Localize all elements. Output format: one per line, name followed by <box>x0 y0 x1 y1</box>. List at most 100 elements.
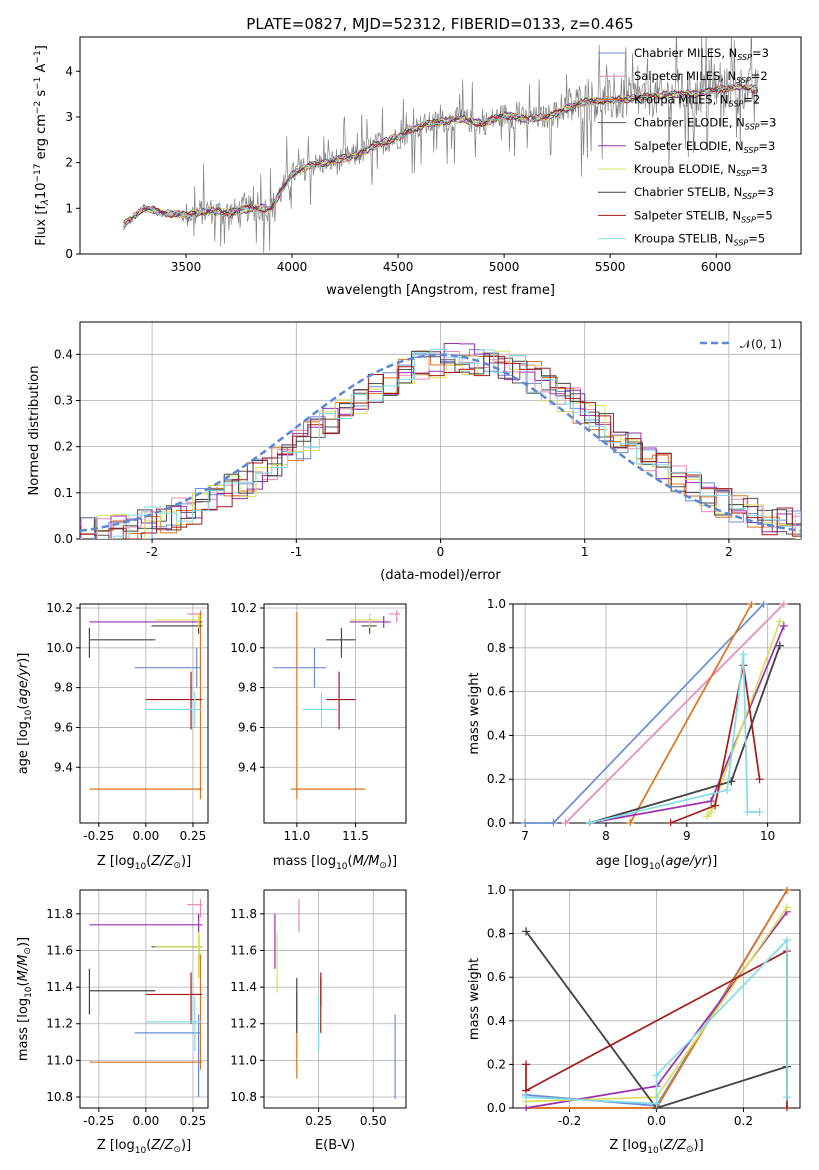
y-tick-label: 4 <box>65 64 73 78</box>
y-tick-label: 0.0 <box>54 532 73 546</box>
spectrum-model-line <box>123 82 759 226</box>
legend-entry: Chabrier ELODIE, NSSP=3 <box>634 116 776 132</box>
age_vs_Z-points <box>88 609 203 800</box>
x-tick-label: 2 <box>725 545 733 559</box>
residual-histogram <box>80 355 801 539</box>
mass_vs_Z-points <box>88 899 203 1098</box>
y-tick-label: 11.4 <box>230 980 257 994</box>
mass_weight_vs_Z-xlabel: Z [log10(Z/Z⊙)] <box>609 1138 703 1156</box>
x-tick-label: 10 <box>760 829 775 843</box>
x-tick-label: 3500 <box>171 260 202 274</box>
weight-line <box>629 603 753 824</box>
weight-marker <box>739 650 748 659</box>
y-tick-label: 11.2 <box>46 1017 73 1031</box>
normal-curve <box>80 353 801 533</box>
mass_weight_vs_age-axes: 7 8 9 10 0.0 0.2 0.4 0.6 0.8 1.0 age [log10(age/yr… <box>467 597 801 872</box>
y-tick-label: 0.2 <box>487 1057 506 1071</box>
y-tick-label: 0.6 <box>487 685 506 699</box>
y-tick-label: 9.8 <box>54 681 73 695</box>
residual-histogram <box>80 348 801 539</box>
legend-entry: Chabrier STELIB, NSSP=3 <box>634 185 774 201</box>
y-tick-label: 11.0 <box>230 1053 257 1067</box>
age_vs_mass-frame <box>263 603 407 824</box>
x-tick-label: 6000 <box>701 260 732 274</box>
y-tick-label: 9.6 <box>238 720 257 734</box>
mass_vs_ebv-frame <box>263 889 407 1109</box>
y-tick-label: 3 <box>65 110 73 124</box>
weight-marker <box>782 1093 791 1102</box>
x-tick-label: 0.25 <box>305 1114 332 1128</box>
weight-marker <box>723 786 732 795</box>
mass_weight_vs_age-xlabel: age [log10(age/yr)] <box>596 854 718 872</box>
y-tick-label: 11.6 <box>230 943 257 957</box>
weight-marker <box>549 819 558 826</box>
y-tick-label: 0.6 <box>487 970 506 984</box>
y-tick-label: 11.6 <box>46 943 73 957</box>
age_vs_Z-frame <box>79 603 209 824</box>
legend-entry: Salpeter MILES, NSSP=2 <box>634 69 768 85</box>
y-tick-label: 9.8 <box>238 681 257 695</box>
weight-marker <box>585 819 594 826</box>
residual-ylabel: Normed distribution <box>27 366 42 496</box>
weight-marker <box>782 903 791 912</box>
age_vs_Z-axes: -0.25 0.00 0.25 9.4 9.6 9.8 10.0 10.2 Z [log10(Z… <box>16 601 209 872</box>
y-tick-label: 0.4 <box>487 1014 506 1028</box>
y-tick-label: 0.1 <box>54 486 73 500</box>
spectrum-lines <box>123 37 759 254</box>
x-tick-label: 4000 <box>277 260 308 274</box>
age_vs_Z-xlabel: Z [log10(Z/Z⊙)] <box>97 854 191 872</box>
weight-marker <box>666 819 675 826</box>
y-tick-label: 10.2 <box>230 601 257 615</box>
y-tick-label: 0.8 <box>487 641 506 655</box>
y-tick-label: 10.8 <box>46 1090 73 1104</box>
weight-marker <box>755 775 764 784</box>
residuals-axes: -2 -1 0 1 2 0.0 0.1 0.2 0.3 0.4 (data-model)/error… <box>27 321 802 583</box>
x-tick-label: -1 <box>290 545 302 559</box>
weight-marker <box>779 621 788 630</box>
weight-marker <box>521 819 530 826</box>
y-tick-label: 11.4 <box>46 980 73 994</box>
age_vs_mass-xlabel: mass [log10(M/M⊙)] <box>273 854 397 872</box>
y-tick-label: 0.2 <box>54 440 73 454</box>
x-tick-label: 9 <box>683 829 691 843</box>
weight-marker <box>652 1071 661 1080</box>
y-tick-label: 10.8 <box>230 1090 257 1104</box>
y-tick-label: 11.0 <box>46 1053 73 1067</box>
residual-histograms <box>80 343 801 539</box>
mass_vs_ebv-points <box>274 899 396 1099</box>
y-tick-label: 11.8 <box>230 907 257 921</box>
x-tick-label: 0.50 <box>360 1114 387 1128</box>
residual-legend: 𝒩(0, 1) <box>700 337 782 351</box>
legend-entry: Salpeter STELIB, NSSP=5 <box>634 208 773 224</box>
figure-title: PLATE=0827, MJD=52312, FIBERID=0133, z=0… <box>246 15 633 33</box>
x-tick-label: -0.25 <box>83 829 114 843</box>
weight-marker <box>782 887 791 894</box>
weight-marker <box>747 601 756 608</box>
weight-marker <box>561 819 570 826</box>
x-tick-label: 4500 <box>383 260 414 274</box>
weight-marker <box>711 801 720 810</box>
residual-xlabel: (data-model)/error <box>380 568 501 583</box>
y-tick-label: 0.8 <box>487 927 506 941</box>
x-tick-label: 5500 <box>595 260 626 274</box>
weight-marker <box>522 1060 531 1069</box>
y-tick-label: 10.0 <box>46 641 73 655</box>
y-tick-label: 1 <box>65 201 73 215</box>
y-tick-label: 1.0 <box>487 597 506 611</box>
age_vs_mass-axes: 11.0 11.5 9.4 9.6 9.8 10.0 10.2 mass [log10(M/M… <box>230 601 407 872</box>
x-tick-label: 0.2 <box>734 1114 753 1128</box>
mass_weight_vs_age-ylabel: mass weight <box>467 672 482 754</box>
x-tick-label: 0.25 <box>180 829 207 843</box>
mass_weight_vs_Z-axes: -0.2 0.0 0.2 0.0 0.2 0.4 0.6 0.8 1.0 Z [log10(Z/Z… <box>467 883 801 1156</box>
weight-marker <box>743 808 752 817</box>
weight-line <box>589 645 781 824</box>
y-tick-label: 0.4 <box>54 347 73 361</box>
legend-entry: Kroupa STELIB, NSSP=5 <box>634 232 765 248</box>
residual-histogram <box>80 350 801 539</box>
x-tick-label: -0.2 <box>558 1114 581 1128</box>
x-tick-label: -0.25 <box>83 1114 114 1128</box>
x-tick-label: 0 <box>437 545 445 559</box>
y-tick-label: 9.4 <box>238 760 257 774</box>
y-tick-label: 0.0 <box>487 816 506 830</box>
mass_vs_Z-frame <box>79 889 209 1109</box>
